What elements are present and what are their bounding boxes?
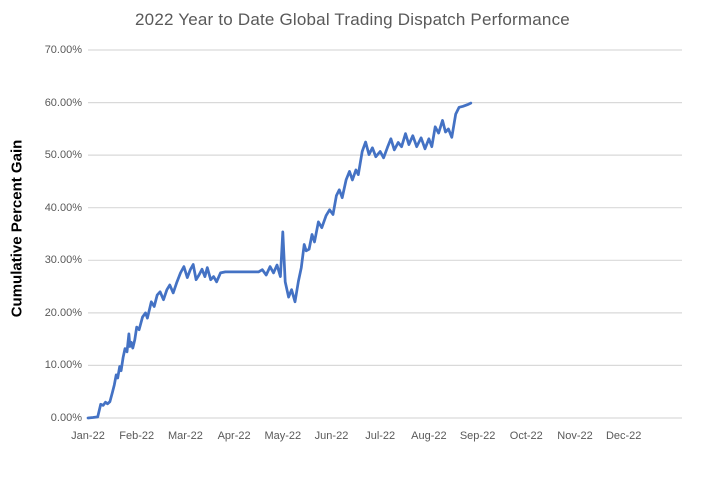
x-tick-label: Sep-22 — [459, 430, 496, 442]
x-tick-label: Aug-22 — [411, 430, 447, 442]
x-tick-label: Nov-22 — [557, 430, 593, 442]
y-tick-label: 50.00% — [44, 149, 82, 162]
x-tick-label: Jul-22 — [365, 430, 396, 442]
y-tick-label: 10.00% — [44, 359, 82, 372]
gridlines — [88, 49, 682, 419]
x-tick-label: May-22 — [264, 430, 302, 442]
y-tick-label: 30.00% — [44, 254, 82, 267]
y-tick-label: 70.00% — [44, 44, 82, 56]
x-tick-label: Apr-22 — [217, 430, 251, 442]
x-tick-label: Jan-22 — [71, 430, 105, 442]
x-tick-label: Dec-22 — [605, 430, 642, 442]
x-tick-label: Mar-22 — [167, 430, 203, 442]
y-tick-label: 20.00% — [44, 306, 82, 319]
y-tick-label: 40.00% — [44, 201, 82, 214]
x-tick-label: Feb-22 — [119, 430, 155, 442]
x-tick-label: Jun-22 — [314, 430, 349, 442]
chart-title: 2022 Year to Date Global Trading Dispatc… — [135, 10, 570, 29]
series-line — [86, 101, 473, 420]
y-tick-label: 60.00% — [44, 96, 82, 109]
y-tick-label: 0.00% — [50, 412, 82, 424]
x-tick-label: Oct-22 — [509, 430, 543, 442]
